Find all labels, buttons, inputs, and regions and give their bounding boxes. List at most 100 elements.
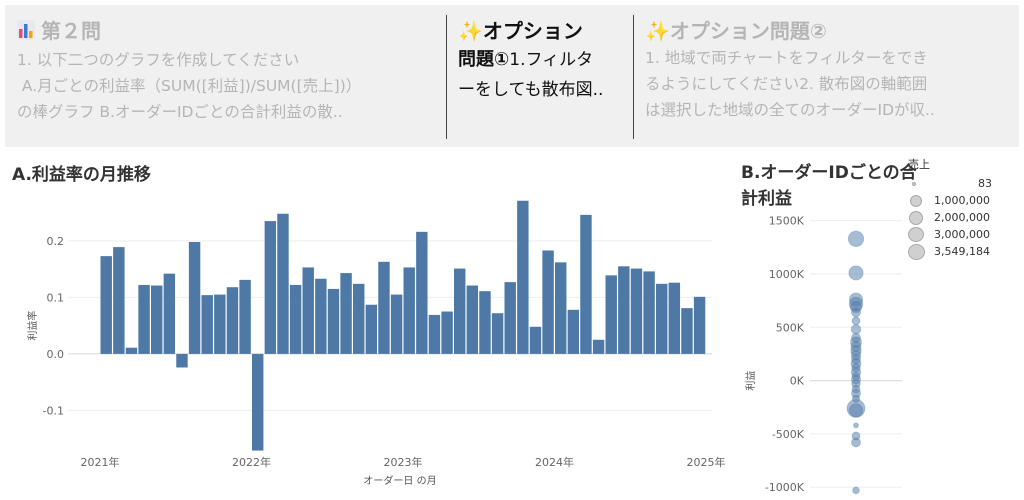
size-legend-item: 2,000,000 [908, 209, 1020, 226]
size-legend[interactable]: 売上 83 1,000,000 2,000,000 3,000,000 3,54… [908, 156, 1020, 260]
sparkles-icon: ✨ [645, 19, 670, 43]
scatter-chart-title-line-2: 計利益 [741, 189, 792, 209]
y-tick-label: 1500K [769, 215, 805, 228]
bar [592, 339, 605, 354]
bar [277, 213, 289, 354]
scatter-point [850, 307, 862, 318]
y-tick-label: -500K [772, 428, 805, 441]
size-legend-title: 売上 [908, 158, 930, 171]
bar [681, 308, 693, 354]
bar [491, 313, 504, 354]
size-legend-item: 83 [908, 175, 1020, 192]
scatter-point [851, 316, 861, 326]
bar [365, 304, 378, 354]
bar [479, 291, 491, 354]
bar [289, 284, 302, 354]
scatter-point [847, 230, 865, 247]
bar [264, 221, 277, 354]
legend-label: 1,000,000 [934, 194, 990, 207]
bar [504, 282, 516, 354]
bar [113, 247, 125, 354]
bar [529, 326, 542, 354]
bar [201, 295, 213, 354]
legend-label: 2,000,000 [934, 211, 990, 224]
bar [643, 271, 655, 354]
bar [315, 278, 327, 354]
bar [605, 275, 617, 354]
legend-circle [912, 182, 916, 186]
y-axis-label: 利益 [744, 371, 757, 391]
bar [441, 311, 453, 354]
legend-circle [910, 195, 922, 207]
x-tick-label: 2022年 [232, 455, 271, 469]
legend-circle [908, 227, 924, 242]
bar [327, 288, 340, 354]
legend-label: 3,000,000 [934, 228, 990, 241]
bar [100, 256, 112, 354]
panel-option-1-body-2: ーをしても散布図.. [458, 80, 604, 100]
x-tick-label: 2025年 [687, 455, 726, 469]
bar [656, 283, 668, 354]
panel-question-2-line-2: A.月ごとの利益率（SUM([利益])/SUM([売上])） [17, 77, 362, 95]
divider-right [633, 15, 634, 139]
panel-question-2: 第２問 1. 以下二つのグラフを作成してください A.月ごとの利益率（SUM([… [17, 5, 442, 147]
bar-chart-icon [17, 19, 35, 47]
bar [567, 309, 580, 354]
scatter-point [850, 324, 862, 335]
y-tick-label: 500K [776, 321, 805, 334]
panel-option-2-line-1: 1. 地域で両チャートをフィルターをでき [645, 49, 928, 67]
y-tick-label: 0.1 [47, 291, 65, 304]
bar [580, 214, 592, 354]
scatter-chart-title: B.オーダーIDごとの合 計利益 [741, 160, 917, 212]
panel-option-1-body-1: 1.フィルタ [509, 50, 594, 70]
bar [542, 250, 554, 354]
bar [555, 262, 567, 354]
bar [378, 261, 390, 354]
panel-question-2-line-1: 1. 以下二つのグラフを作成してください [17, 51, 300, 69]
sparkles-icon: ✨ [458, 19, 483, 43]
bar [517, 200, 529, 354]
bar [618, 266, 630, 354]
panel-option-1: ✨オプション 問題①1.フィルタ ーをしても散布図.. [458, 5, 630, 147]
x-tick-label: 2024年 [535, 455, 574, 469]
panel-option-1-title-2: 問題① [458, 49, 510, 70]
bar [239, 279, 251, 354]
x-tick-label: 2021年 [81, 455, 120, 469]
y-tick-label: -0.1 [43, 404, 64, 417]
y-tick-label: 1000K [769, 268, 805, 281]
bar [176, 353, 188, 368]
divider-left [446, 15, 447, 139]
panel-option-1-title: オプション [482, 19, 583, 43]
header-bar: 第２問 1. 以下二つのグラフを作成してください A.月ごとの利益率（SUM([… [5, 5, 1019, 147]
bar [151, 285, 163, 354]
bar [390, 294, 403, 354]
scatter-point [853, 422, 859, 429]
bar [188, 242, 201, 354]
size-legend-item: 3,549,184 [908, 243, 1020, 260]
bar [466, 285, 479, 354]
bar [125, 347, 138, 354]
bar [163, 273, 176, 354]
panel-question-2-title: 第２問 [17, 17, 442, 47]
legend-circle [908, 244, 925, 260]
bar [403, 267, 415, 354]
bar [693, 296, 706, 354]
bar [428, 314, 441, 354]
size-legend-item: 1,000,000 [908, 192, 1020, 209]
y-tick-label: 0.0 [47, 348, 65, 361]
bar [454, 268, 466, 354]
bar [226, 287, 239, 354]
bar [302, 267, 314, 354]
scatter-point [852, 486, 860, 495]
bar-chart-title: A.利益率の月推移 [12, 165, 151, 185]
y-tick-label: 0.2 [47, 235, 65, 248]
y-tick-label: -1000K [765, 481, 805, 494]
bar [353, 283, 365, 354]
bar [668, 282, 681, 354]
scatter-point [850, 437, 862, 448]
bar [252, 353, 264, 451]
y-tick-label: 0K [790, 375, 805, 388]
bar [340, 273, 352, 354]
bar [416, 231, 428, 354]
y-axis-label: 利益率 [26, 311, 39, 341]
